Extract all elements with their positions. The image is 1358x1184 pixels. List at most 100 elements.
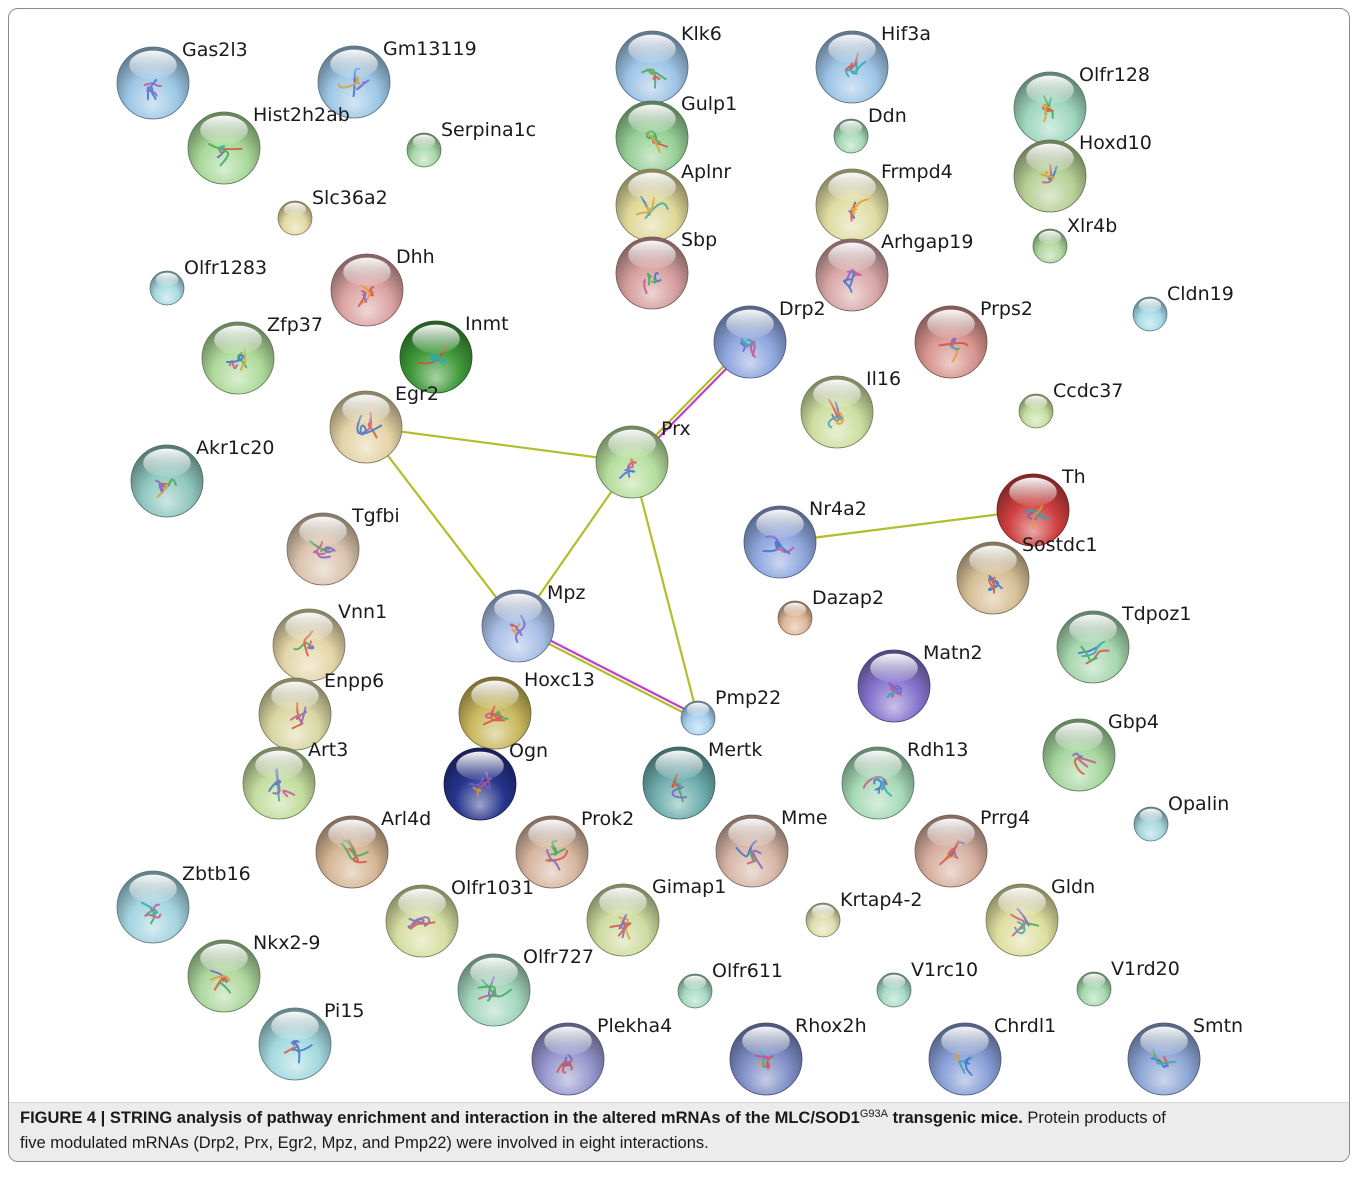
node-dazap2 [777,600,813,636]
protein-ribbon [1023,509,1051,520]
sphere-highlight [839,120,863,135]
protein-ribbon [561,1061,572,1074]
node-egr2 [329,390,403,464]
protein-ribbon [324,546,336,554]
node-ddn [833,118,869,154]
node-zfp37 [201,321,275,395]
node-label-prok2: Prok2 [581,808,634,830]
protein-ribbon [765,1055,774,1070]
node-prps2 [914,305,988,379]
node-prrg4 [914,814,988,888]
node-label-arhgap19: Arhgap19 [881,231,973,253]
protein-ribbon [290,1039,301,1064]
node-label-rhox2h: Rhox2h [795,1015,867,1037]
node-il16 [800,375,874,449]
protein-structure-image [987,574,1003,594]
node-tgfbi [286,512,360,586]
sphere-highlight [828,242,876,272]
node-prok2 [515,815,589,889]
node-layer [116,30,1201,1096]
node-label-nkx2-9: Nkx2-9 [253,932,321,954]
sphere-highlight [214,325,262,355]
node-sbp [615,236,689,310]
protein-structure-image [140,901,162,925]
node-label-xlr4b: Xlr4b [1067,215,1117,237]
sphere-highlight [828,34,876,64]
protein-structure-image [671,773,688,803]
protein-structure-image [641,68,667,89]
node-label-hoxd10: Hoxd10 [1079,132,1152,154]
protein-ribbon [749,340,756,358]
node-label-mpz: Mpz [547,582,585,604]
protein-ribbon [213,976,227,991]
protein-ribbon [359,424,368,436]
protein-ribbon [550,845,566,856]
protein-ribbon [846,270,862,276]
node-mme [715,814,789,888]
sphere-highlight [599,887,647,917]
node-label-prrg4: Prrg4 [980,807,1030,829]
sphere-highlight [456,751,504,781]
node-pi15 [258,1007,332,1081]
node-hist2h2ab [187,111,261,185]
protein-structure-image [155,478,177,498]
node-mpz [481,589,555,663]
node-ogn [443,747,517,821]
protein-ribbon [776,542,791,555]
sphere-highlight [628,172,676,202]
protein-structure-image [635,196,669,219]
protein-ribbon [226,354,244,364]
sphere-highlight [686,702,710,717]
sphere-highlight [628,240,676,270]
caption-title-tail: transgenic mice. [887,1109,1023,1127]
sphere-highlight [328,819,376,849]
protein-ribbon [651,139,669,148]
caption-body-start: Protein products of [1022,1109,1166,1127]
protein-ribbon [210,975,231,982]
sphere-highlight [1069,614,1117,644]
interaction-edge-nr4a2-th [778,508,1035,544]
protein-ribbon [484,712,502,719]
protein-ribbon [618,913,628,930]
node-label-gimap1: Gimap1 [652,876,726,898]
protein-ribbon [472,786,482,797]
protein-structure-image [556,1053,573,1074]
protein-ribbon [478,989,497,1000]
sphere-highlight [342,394,390,424]
sphere-highlight [330,49,378,79]
sphere-highlight [412,324,460,354]
node-olfr727 [457,953,531,1027]
protein-structure-image [609,913,632,940]
node-label-ogn: Ogn [509,740,548,762]
sphere-highlight [1082,973,1106,988]
sphere-highlight [742,1026,790,1056]
protein-structure-image [143,78,162,101]
node-label-olfr1283: Olfr1283 [184,257,267,279]
sphere-highlight [285,612,333,642]
node-nkx2-9 [187,939,261,1013]
sphere-highlight [271,1011,319,1041]
node-tdpoz1 [1056,610,1130,684]
node-olfr1031 [385,884,459,958]
interaction-edge-egr2-prx [364,425,634,464]
protein-structure-image [357,284,375,308]
node-ccdc37 [1018,393,1054,429]
caption-title: FIGURE 4 | STRING analysis of pathway en… [20,1109,860,1127]
protein-structure-image [848,198,869,222]
interaction-edge-prx-pmp22 [630,460,700,720]
evidence-line [630,460,700,720]
protein-structure-image [210,969,232,994]
protein-structure-image [407,916,436,930]
protein-ribbon [140,901,159,917]
protein-ribbon [407,917,425,929]
node-label-klk6: Klk6 [681,23,722,45]
sphere-highlight [927,309,975,339]
node-label-prps2: Prps2 [980,298,1033,320]
protein-ribbon [873,778,883,791]
sphere-highlight [412,134,436,149]
node-label-th: Th [1061,466,1086,488]
node-label-gulp1: Gulp1 [681,93,737,115]
sphere-highlight [398,888,446,918]
node-label-ccdc37: Ccdc37 [1053,380,1123,402]
node-v1rc10 [876,972,912,1008]
